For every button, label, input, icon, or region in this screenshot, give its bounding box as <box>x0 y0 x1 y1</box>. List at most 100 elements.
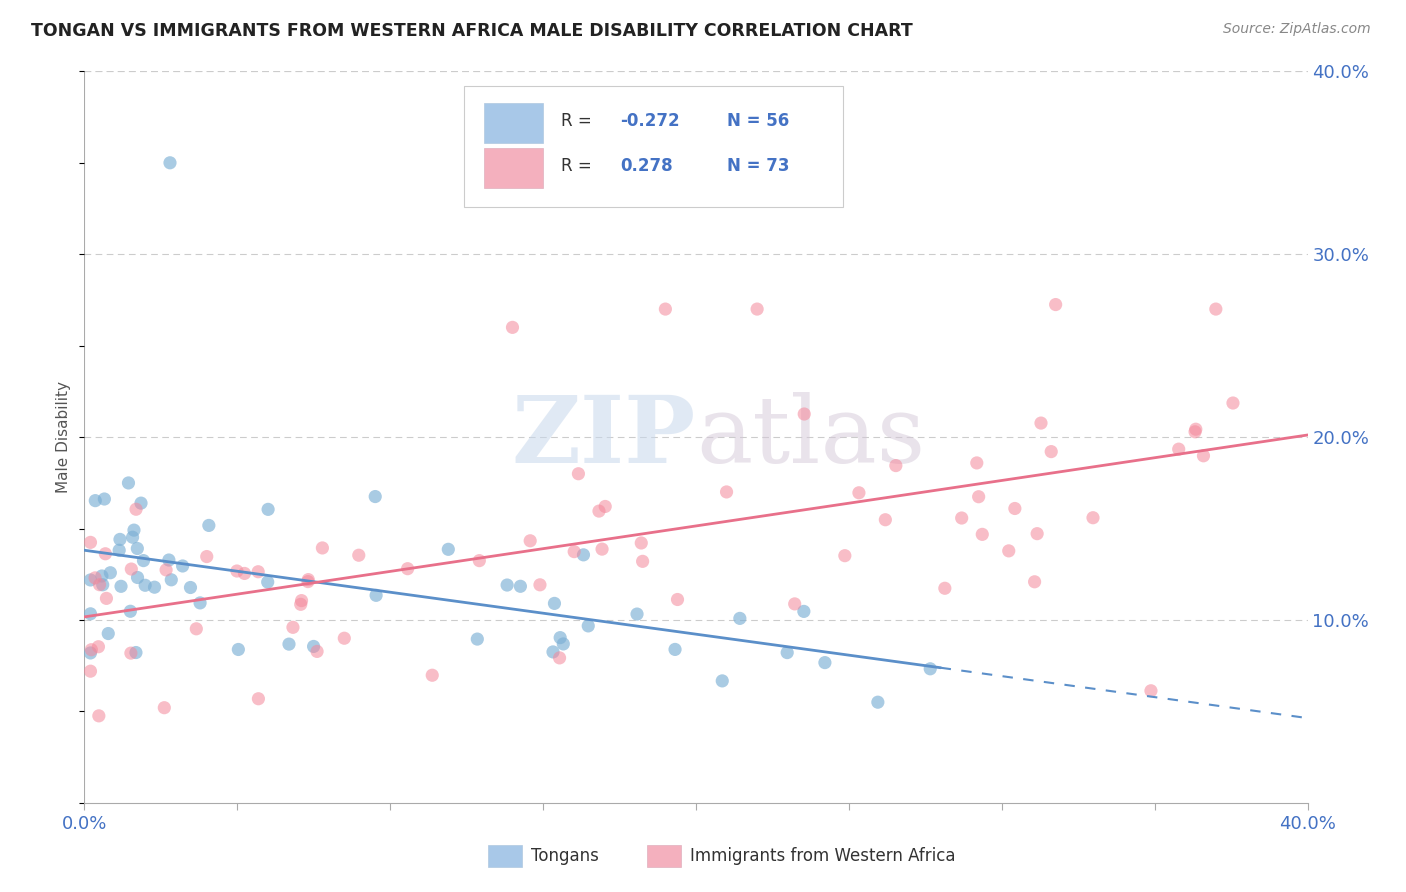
Text: ZIP: ZIP <box>512 392 696 482</box>
Point <box>1081 510 1104 524</box>
Point <box>793 407 815 421</box>
Point <box>108 533 131 547</box>
Point <box>157 553 180 567</box>
Point <box>155 563 177 577</box>
Point <box>654 301 676 317</box>
Point <box>127 570 149 584</box>
Text: Tongans: Tongans <box>531 847 599 865</box>
Point <box>553 637 575 651</box>
Point <box>848 485 870 500</box>
Point <box>91 578 114 592</box>
Text: -0.272: -0.272 <box>620 112 679 130</box>
Point <box>257 502 280 516</box>
Point <box>1192 449 1215 463</box>
Point <box>79 646 101 660</box>
Point <box>364 490 387 504</box>
Point <box>509 579 531 593</box>
Point <box>884 458 907 473</box>
Point <box>934 581 956 595</box>
Point <box>593 500 616 514</box>
Point <box>631 554 654 568</box>
Point <box>1024 574 1046 589</box>
Point <box>98 566 121 580</box>
Point <box>967 490 990 504</box>
Point <box>1045 297 1067 311</box>
Point <box>333 632 356 646</box>
Point <box>1184 422 1206 436</box>
FancyBboxPatch shape <box>464 86 842 207</box>
Text: N = 73: N = 73 <box>727 158 789 176</box>
Point <box>89 577 111 591</box>
Point <box>125 502 148 516</box>
Point <box>793 604 815 618</box>
Point <box>1205 301 1227 317</box>
Point <box>591 542 613 557</box>
Point <box>1029 416 1052 430</box>
Point <box>79 664 101 678</box>
Point <box>129 496 152 510</box>
Point <box>281 620 304 634</box>
Point <box>562 544 585 558</box>
Point <box>87 709 110 723</box>
Point <box>666 592 689 607</box>
Point <box>79 535 101 549</box>
Point <box>159 156 181 170</box>
Point <box>79 573 101 587</box>
Point <box>1184 425 1206 439</box>
Bar <box>647 846 682 867</box>
Point <box>117 475 139 490</box>
Point <box>97 626 120 640</box>
Point <box>90 569 112 583</box>
Point <box>247 565 270 579</box>
Point <box>297 574 319 589</box>
Point <box>576 619 599 633</box>
Point <box>420 668 443 682</box>
Text: R =: R = <box>561 158 603 176</box>
Point <box>548 651 571 665</box>
Point <box>307 644 329 658</box>
Bar <box>484 148 543 188</box>
Point <box>728 611 751 625</box>
Text: N = 56: N = 56 <box>727 112 789 130</box>
Point <box>519 533 541 548</box>
Point <box>366 588 388 602</box>
Point <box>1222 396 1244 410</box>
Point <box>1040 444 1063 458</box>
Point <box>87 640 110 654</box>
Text: 0.278: 0.278 <box>620 158 672 176</box>
Point <box>143 580 166 594</box>
Point <box>108 543 131 558</box>
Point <box>567 467 589 481</box>
Bar <box>488 846 522 867</box>
Point <box>1140 683 1163 698</box>
Text: Source: ZipAtlas.com: Source: ZipAtlas.com <box>1223 22 1371 37</box>
Point <box>302 640 325 654</box>
Point <box>664 642 686 657</box>
Point <box>93 491 115 506</box>
Point <box>966 456 988 470</box>
Point <box>834 549 856 563</box>
Point <box>465 632 488 646</box>
Point <box>297 573 319 587</box>
Point <box>120 646 142 660</box>
Point <box>247 691 270 706</box>
Point <box>630 536 652 550</box>
Point <box>866 695 889 709</box>
Point <box>502 320 524 334</box>
Point <box>396 562 419 576</box>
Point <box>1167 442 1189 457</box>
Point <box>172 559 194 574</box>
Point <box>875 513 897 527</box>
Text: Immigrants from Western Africa: Immigrants from Western Africa <box>690 847 955 865</box>
Y-axis label: Male Disability: Male Disability <box>56 381 72 493</box>
Point <box>543 596 565 610</box>
Point <box>110 579 132 593</box>
Bar <box>484 103 543 143</box>
Point <box>588 504 610 518</box>
Point <box>153 700 176 714</box>
Point <box>548 631 571 645</box>
Point <box>311 541 333 555</box>
Point <box>160 573 183 587</box>
Point <box>188 596 211 610</box>
Point <box>814 656 837 670</box>
